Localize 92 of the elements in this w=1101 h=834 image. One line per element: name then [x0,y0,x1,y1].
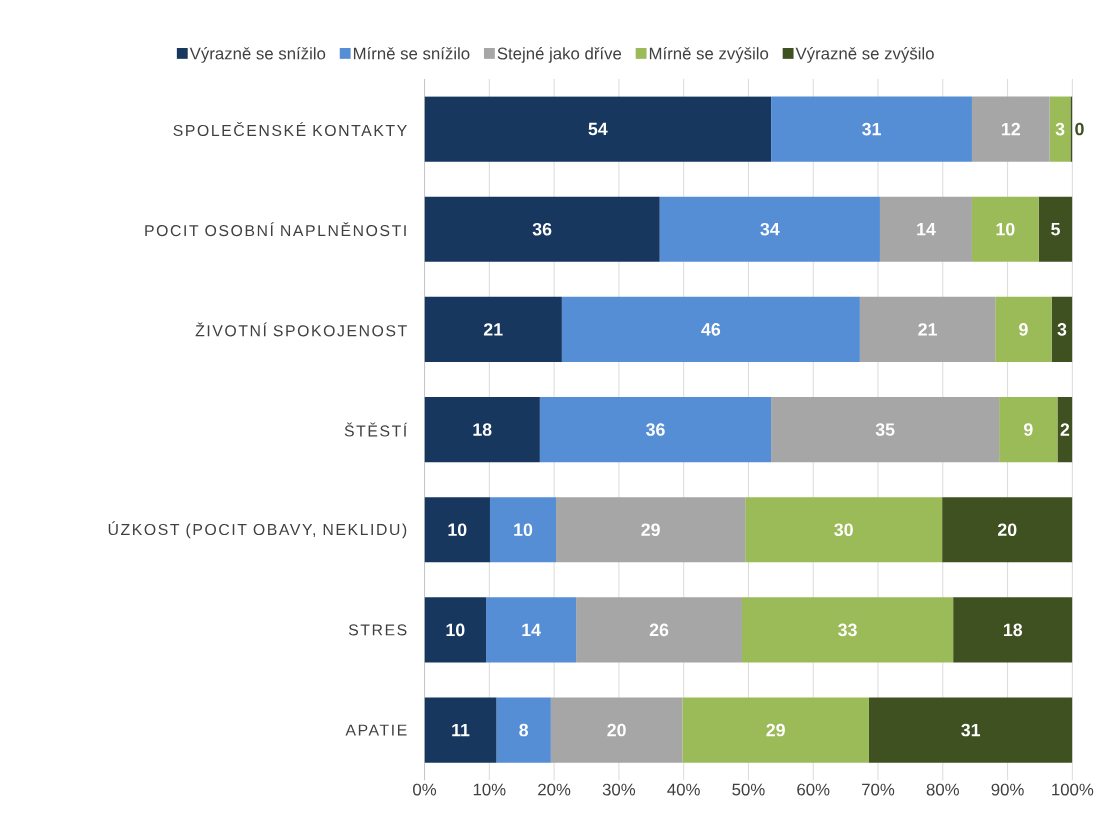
x-tick-label: 60% [797,783,830,796]
data-label: 36 [646,423,665,436]
bar [1038,196,1073,262]
bar [576,597,742,663]
bar [424,96,772,162]
bar [539,396,772,462]
data-label: 10 [514,523,533,536]
y-tick-label: ÚZKOST (POCIT OBAVY, NEKLIDU) [108,521,407,538]
data-label: 36 [532,222,552,236]
bar [1057,396,1073,462]
x-tick-label: 0% [413,783,437,796]
bar [1049,96,1071,162]
data-label: 31 [862,122,881,136]
bar [556,496,746,563]
data-label: 2 [1060,423,1070,436]
bar [424,396,540,462]
data-label: 8 [519,723,529,737]
data-label: 12 [1002,122,1020,136]
x-tick-label: 80% [926,783,959,796]
bar [868,697,1073,763]
y-tick-label: ŠTĚSTÍ [344,422,408,437]
bar [424,496,490,563]
data-label: 5 [1051,222,1060,236]
bar [424,296,562,362]
data-label: 29 [641,523,660,536]
bar [496,697,551,763]
x-tick-label: 40% [667,783,700,796]
bar [424,697,497,763]
x-tick-label: 20% [538,783,571,796]
bar [550,697,683,763]
data-label: 10 [448,523,467,536]
bar [771,396,1000,462]
bar [659,196,880,262]
bar [953,597,1073,663]
bar [424,196,660,262]
data-label: 9 [1023,423,1033,436]
data-label: 0 [1075,122,1084,136]
data-label: 30 [834,523,853,536]
x-tick-label: 90% [991,783,1024,796]
bar [879,196,972,262]
bar [424,597,487,663]
bar [995,296,1052,362]
y-tick-label: APATIE [345,724,407,736]
data-label: 29 [766,723,785,737]
legend-label: Výrazně se zvýšilo [795,46,934,63]
data-label: 34 [760,222,780,236]
bar [971,196,1039,262]
data-label: 11 [452,723,470,736]
y-tick-label: SPOLEČENSKÉ KONTAKTY [173,121,407,136]
data-label: 3 [1057,322,1067,336]
data-label: 21 [918,322,937,336]
bar [971,96,1050,162]
x-tick-label: 30% [602,783,636,796]
bar [771,96,972,162]
legend-label: Mírně se zvýšilo [649,46,769,63]
data-label: 20 [607,723,626,737]
legend-label: Stejné jako dříve [497,46,622,63]
data-label: 21 [483,322,503,336]
data-label: 26 [649,623,669,636]
bar [1051,296,1073,362]
bar [486,597,577,663]
data-label: 14 [917,222,936,236]
data-label: 31 [961,723,981,737]
bar [489,496,557,563]
x-tick-label: 100% [1052,783,1094,796]
data-label: 33 [838,623,857,636]
y-tick-label: POCIT OSOBNÍ NAPLNĚNOSTI [145,222,406,237]
bar [859,296,996,362]
bar [741,597,954,663]
legend-label: Mírně se snížilo [353,46,470,60]
bar [561,296,860,362]
data-label: 18 [473,423,492,436]
data-label: 35 [875,423,895,436]
data-label: 20 [997,523,1017,536]
bar [999,396,1058,462]
data-label: 10 [996,222,1015,236]
y-tick-label: ŽIVOTNÍ SPOKOJENOST [195,322,407,337]
data-label: 18 [1003,623,1023,636]
y-tick-label: STRES [348,624,407,636]
data-label: 14 [522,623,541,636]
legend-label: Výrazně se snížilo [189,46,326,63]
x-tick-label: 70% [862,783,895,796]
data-label: 3 [1055,122,1065,136]
bar [745,496,943,563]
data-label: 9 [1019,322,1028,336]
data-label: 54 [588,122,608,136]
x-tick-label: 10% [473,783,506,796]
bar [682,697,869,763]
data-label: 10 [446,623,465,636]
data-label: 46 [701,322,721,336]
x-tick-label: 50% [732,783,765,796]
bar [942,496,1073,563]
